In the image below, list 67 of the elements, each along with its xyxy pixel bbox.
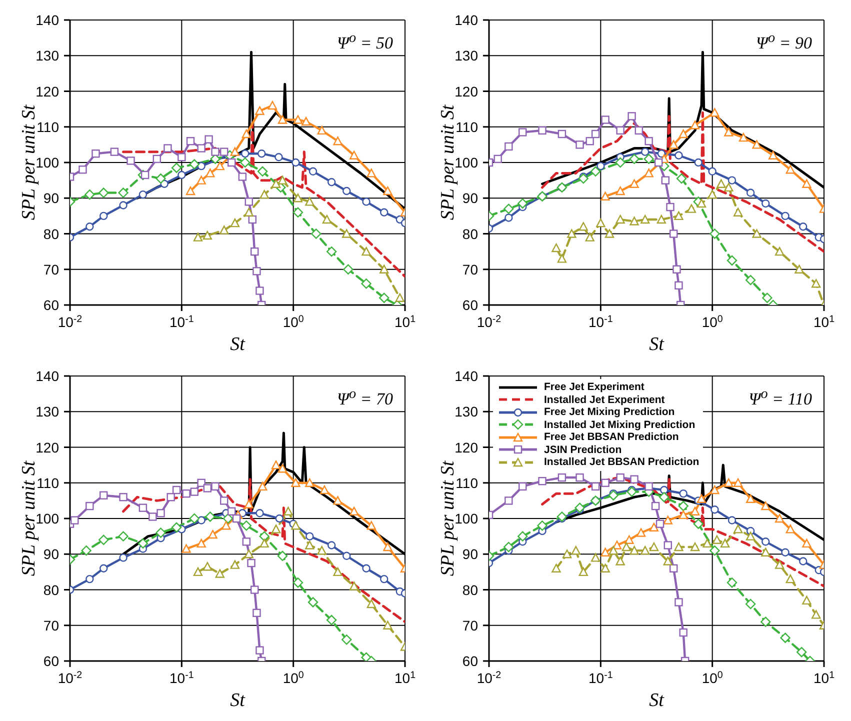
x-tick-label: 10$^{0}$ <box>702 314 724 330</box>
y-tick-label: 120 <box>454 83 478 100</box>
annotation: Ψ$^{o}$ = 50 <box>336 30 393 54</box>
y-tick-label: 80 <box>462 582 478 598</box>
y-tick-label: 130 <box>36 404 60 420</box>
legend-label: Free Jet Mixing Prediction <box>544 406 675 418</box>
y-tick-label: 70 <box>462 617 478 634</box>
y-tick-label: 90 <box>43 546 60 562</box>
x-tick-label: 10$^{-2}$ <box>476 314 502 330</box>
x-axis-title: St <box>649 334 665 355</box>
x-tick-label: 10$^{1}$ <box>394 670 416 686</box>
x-tick-label: 10$^{-1}$ <box>588 314 613 330</box>
x-tick-label: 10$^{-1}$ <box>588 670 613 686</box>
y-tick-label: 60 <box>43 653 60 669</box>
annotation: Ψ$^{o}$ = 90 <box>756 30 812 54</box>
y-tick-label: 120 <box>36 439 60 456</box>
y-tick-label: 140 <box>454 12 478 28</box>
x-tick-label: 10$^{0}$ <box>282 314 304 330</box>
y-tick-label: 60 <box>43 297 60 313</box>
legend-label: Installed Jet BBSAN Prediction <box>544 456 700 468</box>
y-tick-label: 70 <box>462 261 478 278</box>
y-tick-label: 80 <box>43 582 60 598</box>
y-tick-label: 100 <box>454 510 478 526</box>
y-tick-label: 110 <box>36 474 60 491</box>
x-axis-title: St <box>230 690 246 711</box>
legend-label: Free Jet Experiment <box>544 381 644 394</box>
annotation: Ψ$^{o}$ = 70 <box>336 386 393 410</box>
y-tick-label: 80 <box>462 226 478 242</box>
legend-label: Installed Jet Experiment <box>544 394 665 406</box>
y-tick-label: 80 <box>43 226 60 242</box>
x-tick-label: 10$^{1}$ <box>394 314 416 330</box>
x-tick-label: 10$^{1}$ <box>813 314 835 330</box>
y-tick-label: 90 <box>462 190 478 206</box>
y-tick-label: 140 <box>36 368 60 384</box>
x-axis-title: St <box>230 334 246 355</box>
y-tick-label: 70 <box>43 261 60 278</box>
y-tick-label: 130 <box>454 404 478 420</box>
y-tick-label: 120 <box>36 83 60 100</box>
y-tick-label: 110 <box>36 118 60 135</box>
y-tick-label: 100 <box>36 510 60 526</box>
x-tick-label: 10$^{-1}$ <box>170 314 194 330</box>
y-tick-label: 110 <box>456 118 478 135</box>
y-tick-label: 100 <box>36 154 60 170</box>
x-axis-title: St <box>649 690 665 711</box>
annotation: Ψ$^{o}$ = 110 <box>748 386 812 410</box>
y-tick-label: 130 <box>454 48 478 64</box>
y-tick-label: 60 <box>462 653 478 669</box>
y-tick-label: 130 <box>36 48 60 64</box>
x-tick-label: 10$^{0}$ <box>282 670 304 686</box>
x-tick-label: 10$^{-1}$ <box>170 670 194 686</box>
y-tick-label: 90 <box>462 546 478 562</box>
y-tick-label: 100 <box>454 154 478 170</box>
y-tick-label: 140 <box>36 12 60 28</box>
legend-label: Free Jet BBSAN Prediction <box>544 431 679 444</box>
y-tick-label: 110 <box>456 474 478 491</box>
x-tick-label: 10$^{0}$ <box>702 670 724 686</box>
y-tick-label: 60 <box>462 297 478 313</box>
x-tick-label: 10$^{-2}$ <box>476 670 502 686</box>
legend-label: Installed Jet Mixing Prediction <box>544 418 696 431</box>
y-tick-label: 120 <box>454 439 478 456</box>
x-tick-label: 10$^{-2}$ <box>58 314 82 330</box>
y-tick-label: 70 <box>43 617 60 634</box>
y-tick-label: 90 <box>43 190 60 206</box>
x-tick-label: 10$^{1}$ <box>813 670 835 686</box>
x-tick-label: 10$^{-2}$ <box>58 670 82 686</box>
y-tick-label: 140 <box>454 368 478 384</box>
legend-label: JSIN Prediction <box>544 444 622 456</box>
